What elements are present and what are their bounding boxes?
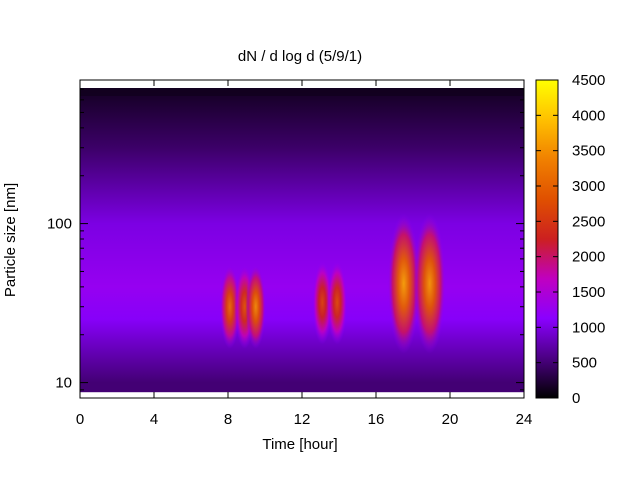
- plot-area: [80, 88, 524, 398]
- colorbar-tick-label: 2000: [572, 249, 605, 266]
- colorbar-tick-label: 2500: [572, 213, 605, 230]
- colorbar-tick-label: 1000: [572, 319, 605, 336]
- x-tick-label: 24: [516, 411, 533, 428]
- colorbar-gradient: [535, 79, 559, 399]
- heatmap-top-band: [80, 88, 524, 96]
- heatmap-peak: [219, 264, 240, 349]
- y-axis-label: Particle size [nm]: [2, 183, 19, 297]
- x-axis-label: Time [hour]: [262, 436, 337, 453]
- x-tick-label: 8: [224, 411, 232, 428]
- colorbar-tick-label: 500: [572, 355, 597, 372]
- x-tick-label: 16: [368, 411, 385, 428]
- colorbar-tick-label: 4000: [572, 107, 605, 124]
- heatmap-peak: [327, 260, 348, 345]
- x-tick-label: 4: [150, 411, 158, 428]
- colorbar-tick-label: 4500: [572, 72, 605, 89]
- y-tick-label: 100: [47, 216, 72, 233]
- x-tick-label: 12: [294, 411, 311, 428]
- heatmap-peak: [245, 264, 266, 349]
- colorbar-tick-label: 3000: [572, 178, 605, 195]
- chart-title: dN / d log d (5/9/1): [238, 48, 362, 65]
- y-axis: 10 100: [47, 79, 524, 399]
- x-tick-label: 20: [442, 411, 459, 428]
- y-tick-label: 10: [55, 375, 72, 392]
- heatmap-peak: [413, 213, 446, 354]
- colorbar: 0 500 1000 1500 2000 2500 3000 3500 4000 4500: [535, 72, 605, 407]
- x-tick-label: 0: [76, 411, 84, 428]
- colorbar-tick-label: 0: [572, 390, 580, 407]
- colorbar-tick-label: 3500: [572, 143, 605, 160]
- colorbar-tick-label: 1500: [572, 284, 605, 301]
- heatmap-peak: [312, 260, 333, 345]
- heatmap-background: [80, 88, 524, 398]
- x-axis: 0 4 8 12 16 20 24: [76, 80, 533, 428]
- heatmap-peak: [387, 213, 420, 354]
